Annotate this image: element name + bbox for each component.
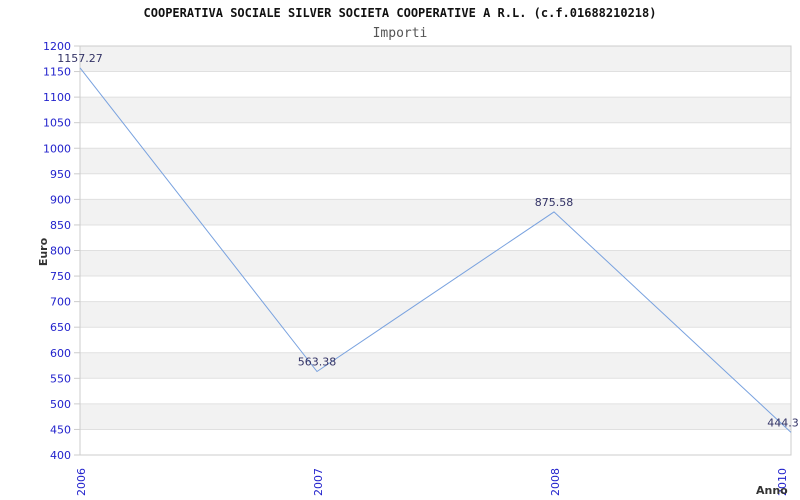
x-axis-title: Anno [756,484,788,497]
point-label: 1157.27 [57,52,103,65]
y-tick-label: 950 [50,168,71,181]
grid-band [80,46,791,72]
point-label: 563.38 [298,356,337,369]
grid-band [80,352,791,379]
y-tick-label: 1200 [43,40,71,53]
y-tick-label: 550 [50,372,71,385]
grid-band [80,148,791,174]
y-tick-label: 1050 [43,117,71,130]
y-tick-label: 1150 [43,66,71,79]
y-tick-label: 650 [50,321,71,334]
grid-band [80,199,791,225]
chart-subtitle: Importi [372,26,428,41]
y-tick-label: 600 [50,347,71,360]
x-tick-label: 2007 [312,468,325,496]
y-tick-label: 750 [50,270,71,283]
point-label: 875.58 [535,196,574,209]
y-tick-label: 400 [50,449,71,462]
y-axis-title: Euro [37,237,50,267]
y-tick-label: 450 [50,423,71,436]
x-tick-label: 2008 [549,468,562,496]
series-line [79,67,792,433]
y-tick-label: 800 [50,245,71,258]
x-tick-label: 2010 [776,468,789,496]
x-tick-label: 2006 [75,468,88,496]
plot-border [79,45,792,456]
y-tick-label: 700 [50,296,71,309]
grid-band [80,250,791,277]
y-tick-label: 1000 [43,142,71,155]
grid-band [80,97,791,123]
chart-title: COOPERATIVA SOCIALE SILVER SOCIETA COOPE… [143,6,657,20]
y-tick-label: 500 [50,398,71,411]
y-tick-label: 850 [50,219,71,232]
grid-band [80,403,791,430]
y-tick-label: 900 [50,193,71,206]
y-tick-label: 1100 [43,91,71,104]
point-label: 444.3 [767,416,799,429]
grid-band [80,301,791,328]
